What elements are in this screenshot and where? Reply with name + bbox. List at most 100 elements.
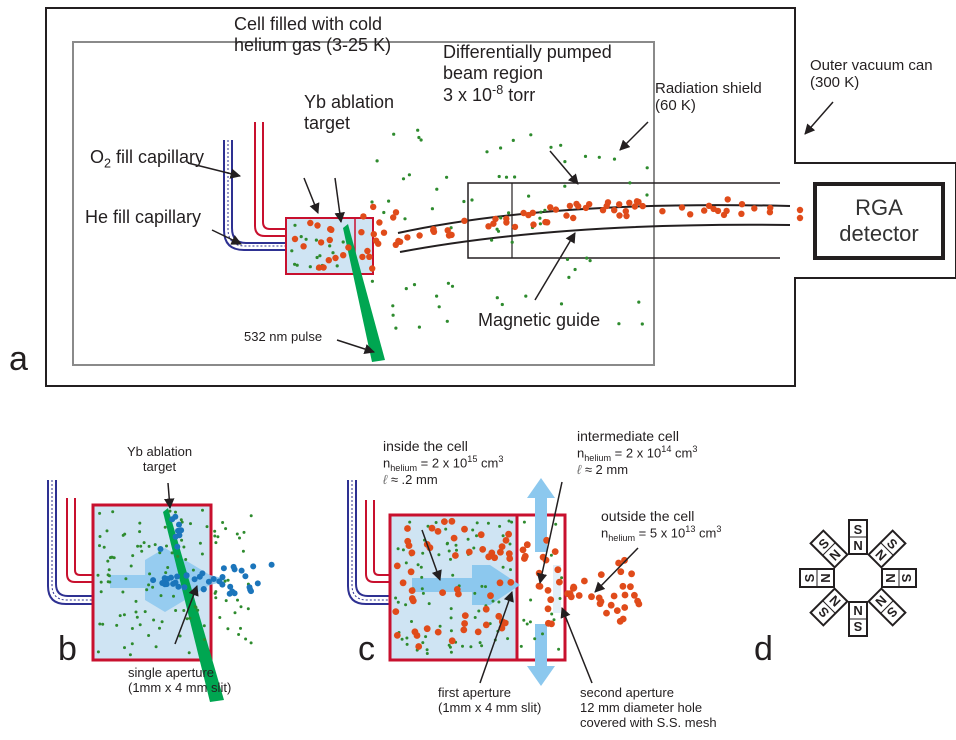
yb-atom: [175, 528, 182, 535]
helium-dot: [189, 522, 192, 526]
yb-atom: [586, 201, 593, 208]
helium-dot: [583, 154, 588, 158]
yb-atom: [460, 626, 468, 634]
helium-dot: [239, 626, 242, 630]
helium-dot: [147, 583, 151, 587]
yb-atom: [453, 586, 461, 593]
yb-atom: [639, 202, 646, 210]
helium-dot: [224, 599, 228, 603]
yb-atom: [569, 585, 577, 592]
yb-atom: [710, 205, 717, 213]
yb-atom: [617, 568, 625, 576]
helium-dot: [130, 642, 134, 646]
helium-dot: [588, 259, 592, 263]
yb-atom: [627, 583, 634, 591]
helium-dot: [293, 223, 297, 227]
intermediate-cell-label: intermediate cell nhelium = 2 x 1014 cm3…: [577, 428, 698, 478]
helium-dot: [449, 607, 453, 611]
helium-dot: [370, 279, 374, 283]
helium-dot: [645, 166, 649, 170]
helium-dot: [541, 632, 544, 636]
yb-atom: [497, 548, 504, 556]
yb-atom: [633, 198, 641, 205]
helium-dot: [148, 572, 152, 576]
particles-a: [290, 128, 804, 330]
yb-atom: [520, 209, 527, 217]
helium-dot: [151, 585, 155, 589]
yb-atom: [621, 556, 628, 564]
helium-dot: [213, 534, 217, 538]
yb-atom: [404, 525, 411, 532]
yb-atom: [448, 517, 456, 525]
yb-atom: [521, 552, 529, 560]
panel-c: [347, 478, 643, 686]
helium-dot: [249, 514, 253, 518]
he-capillary-label: He fill capillary: [85, 207, 202, 227]
yb-atom: [547, 204, 554, 211]
helium-dot: [105, 529, 109, 533]
yb-atom: [498, 543, 506, 550]
yb-atom: [170, 580, 177, 587]
helium-dot: [421, 551, 425, 555]
yb-atom: [573, 200, 580, 208]
yb-atom: [250, 563, 257, 570]
yb-atom: [461, 612, 469, 619]
helium-dot: [491, 599, 495, 603]
helium-dot: [420, 575, 424, 579]
helium-dot: [193, 605, 197, 608]
yb-atom: [724, 196, 731, 203]
yb-atom: [159, 580, 166, 586]
yb-atom: [547, 596, 555, 604]
helium-dot: [507, 519, 511, 523]
helium-dot: [475, 521, 479, 525]
yb-atom: [291, 235, 299, 243]
helium-dot: [435, 187, 439, 191]
yb-atom: [506, 555, 514, 562]
helium-dot: [585, 256, 589, 260]
helium-dot: [573, 267, 577, 272]
magnetic-guide-label: Magnetic guide: [478, 310, 601, 330]
helium-dot: [110, 555, 114, 559]
yb-atom: [631, 591, 638, 599]
helium-dot: [99, 590, 103, 594]
yb-atom: [616, 617, 624, 625]
helium-dot: [509, 568, 512, 572]
yb-atom: [556, 578, 563, 586]
helium-dot: [597, 155, 601, 159]
yb-atom: [444, 227, 451, 234]
helium-dot: [143, 610, 147, 614]
helium-dot: [106, 573, 110, 577]
yb-atom: [542, 218, 549, 226]
helium-dot: [241, 549, 245, 553]
helium-dot: [218, 616, 222, 619]
helium-dot: [205, 525, 209, 529]
helium-dot: [239, 605, 243, 609]
helium-dot: [166, 566, 170, 569]
rga-label: RGA detector: [839, 195, 919, 246]
yb-atom: [626, 199, 633, 206]
pump-arrow-up: [527, 478, 555, 552]
helium-dot: [450, 284, 455, 288]
yb-atom: [452, 552, 459, 559]
yb-atom: [439, 589, 446, 596]
helium-dot: [504, 175, 509, 179]
yb-atom: [199, 570, 206, 577]
helium-dot: [437, 305, 441, 309]
helium-dot: [435, 294, 439, 298]
yb-atom: [441, 518, 448, 525]
helium-dot: [628, 181, 632, 185]
yb-atom: [390, 214, 397, 221]
yb-atom: [423, 625, 431, 633]
helium-dot: [246, 607, 250, 611]
helium-dot: [182, 609, 186, 612]
yb-atom: [219, 581, 226, 588]
helium-dot: [185, 617, 189, 621]
yb-atom: [544, 605, 552, 613]
helium-dot: [528, 620, 532, 624]
helium-dot: [394, 326, 398, 330]
helium-dot: [191, 568, 195, 572]
yb-atom: [447, 231, 454, 238]
helium-dot: [200, 552, 204, 556]
helium-dot: [174, 510, 177, 514]
